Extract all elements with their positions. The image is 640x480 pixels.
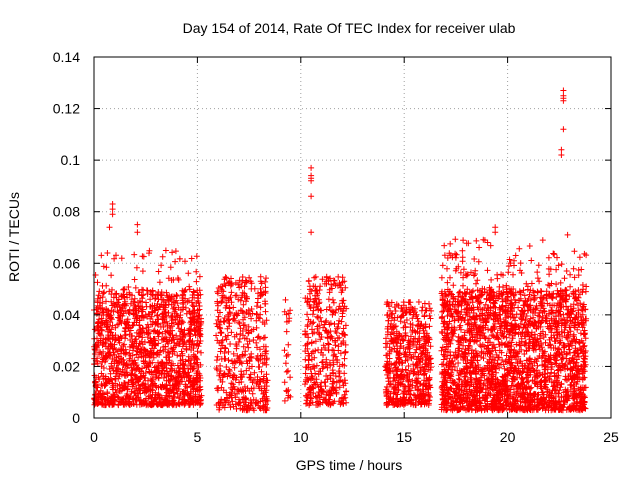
y-tick-label: 0.14 xyxy=(53,49,80,65)
y-tick-label: 0 xyxy=(72,410,80,426)
y-tick-label: 0.12 xyxy=(53,101,80,117)
roti-scatter-points xyxy=(91,87,590,414)
y-tick-label: 0.04 xyxy=(53,307,80,323)
x-tick-label: 15 xyxy=(396,429,412,445)
x-tick-label: 0 xyxy=(90,429,98,445)
y-axis-label: ROTI / TECUs xyxy=(6,192,22,282)
x-tick-label: 5 xyxy=(194,429,202,445)
x-tick-label: 20 xyxy=(500,429,516,445)
data-points xyxy=(91,87,590,414)
chart-title: Day 154 of 2014, Rate Of TEC Index for r… xyxy=(183,20,516,36)
y-tick-label: 0.08 xyxy=(53,204,80,220)
x-tick-label: 10 xyxy=(293,429,309,445)
y-tick-label: 0.1 xyxy=(61,152,81,168)
y-tick-labels: 0 0.02 0.04 0.06 0.08 0.1 0.12 0.14 xyxy=(53,49,80,426)
y-tick-label: 0.06 xyxy=(53,255,80,271)
y-tick-label: 0.02 xyxy=(53,358,80,374)
x-axis-label: GPS time / hours xyxy=(296,457,403,473)
axis-ticks xyxy=(93,56,612,419)
plot-frame xyxy=(93,56,612,419)
x-tick-label: 25 xyxy=(603,429,619,445)
x-tick-labels: 0 5 10 15 20 25 xyxy=(90,429,619,445)
